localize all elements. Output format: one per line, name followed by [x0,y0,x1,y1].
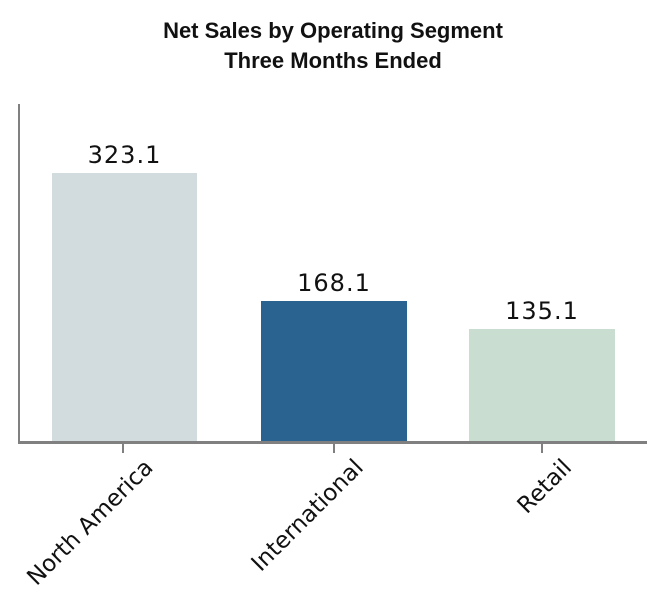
bar-value-label: 323.1 [87,141,162,169]
bar-north-america [52,173,197,441]
x-axis-line [18,441,647,444]
chart-title: Net Sales by Operating Segment Three Mon… [0,16,666,76]
bar-retail [469,329,615,441]
chart-title-line1: Net Sales by Operating Segment [163,18,503,43]
x-axis-tick [122,444,124,453]
bar-group-north-america: 323.1 [52,100,197,441]
bar-value-label: 168.1 [297,269,371,297]
bar-international [261,301,407,441]
y-axis-line [18,104,20,444]
x-axis-label-international: International [246,454,369,577]
x-axis-tick [541,444,543,453]
bar-group-international: 168.1 [261,100,407,441]
x-axis-tick [333,444,335,453]
bar-value-label: 135.1 [505,297,579,325]
chart-title-line2: Three Months Ended [224,48,442,73]
x-axis-label-north-america: North America [22,454,159,591]
x-axis-label-retail: Retail [512,454,577,519]
bar-group-retail: 135.1 [469,100,615,441]
